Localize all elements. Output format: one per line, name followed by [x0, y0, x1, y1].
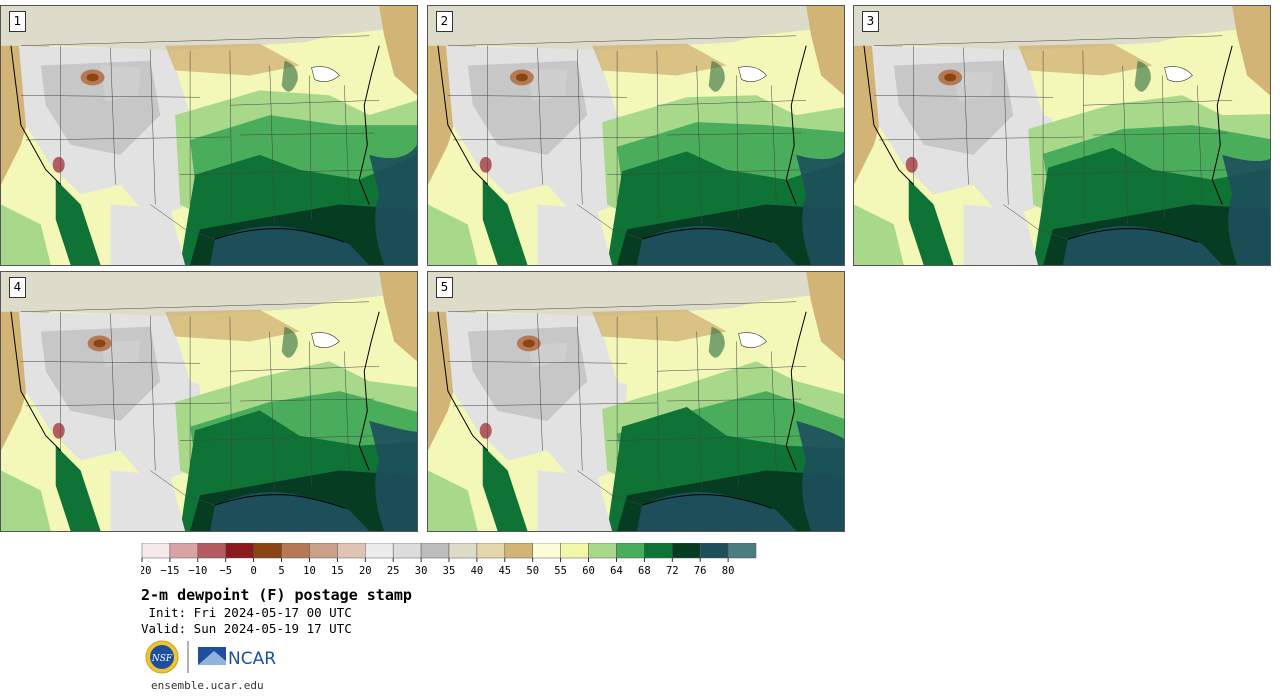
ncar-logo-text: NCAR [228, 649, 276, 669]
dewpoint-map [428, 272, 844, 531]
colorbar: −20 −15 −10 −5 0 5 10 15 20 25 30 35 40 45 50 55 60 64 68 7… [141, 543, 757, 577]
colorbar-swatch [365, 543, 394, 559]
nsf-logo-text: NSF [151, 654, 173, 664]
colorbar-tick-label: 10 [303, 565, 316, 577]
dewpoint-map [1, 6, 417, 265]
colorbar-tick-label: −5 [219, 565, 232, 577]
colorbar-swatch [169, 543, 199, 559]
colorbar-swatch [699, 543, 729, 559]
colorbar-swatch [225, 543, 254, 559]
colorbar-tick-label: 55 [554, 565, 567, 577]
colorbar-swatch [309, 543, 338, 559]
colorbar-swatch [253, 543, 282, 559]
colorbar-tick-label: 76 [694, 565, 707, 577]
site-url: ensemble.ucar.edu [151, 679, 264, 692]
dewpoint-map [1, 272, 417, 531]
colorbar-tick-label: 68 [638, 565, 651, 577]
member-map-panel: 4 [0, 271, 418, 532]
panel-number-label: 1 [9, 11, 26, 32]
ncar-logo-icon: NCAR [198, 647, 276, 669]
valid-time: Valid: Sun 2024-05-19 17 UTC [141, 621, 352, 636]
colorbar-swatch [448, 543, 478, 559]
colorbar-tick-label: 45 [498, 565, 511, 577]
colorbar-tick-label: −15 [160, 565, 179, 577]
logos: NSF NCAR [145, 640, 276, 674]
colorbar-swatch [672, 543, 701, 559]
colorbar-swatch [197, 543, 226, 559]
nsf-logo-icon: NSF [145, 640, 179, 674]
colorbar-tick-label: 60 [582, 565, 595, 577]
colorbar-tick-label: 5 [278, 565, 284, 577]
colorbar-swatch [644, 543, 673, 559]
colorbar-tick-label: −20 [141, 565, 151, 577]
member-map-panel: 1 [0, 5, 418, 266]
colorbar-swatch [392, 543, 422, 559]
colorbar-tick-label: 25 [387, 565, 400, 577]
panel-number-label: 2 [436, 11, 453, 32]
panel-number-label: 5 [436, 277, 453, 298]
colorbar-swatch [616, 543, 645, 559]
member-map-panel: 3 [853, 5, 1271, 266]
init-time: Init: Fri 2024-05-17 00 UTC [141, 605, 352, 620]
colorbar-swatch [560, 543, 589, 559]
colorbar-swatch [420, 543, 450, 559]
colorbar-swatch [727, 543, 757, 559]
colorbar-swatch [141, 543, 171, 559]
colorbar-tick-label: −10 [188, 565, 207, 577]
colorbar-swatch [588, 543, 617, 559]
member-map-panel: 5 [427, 271, 845, 532]
dewpoint-map [428, 6, 844, 265]
colorbar-tick-label: 80 [722, 565, 735, 577]
colorbar-tick-label: 15 [331, 565, 344, 577]
colorbar-swatch [337, 543, 366, 559]
colorbar-tick-label: 20 [359, 565, 372, 577]
colorbar-tick-label: 72 [666, 565, 679, 577]
dewpoint-map [854, 6, 1270, 265]
panel-number-label: 3 [862, 11, 879, 32]
colorbar-swatch [281, 543, 310, 559]
colorbar-tick-label: 50 [526, 565, 539, 577]
colorbar-swatch [532, 543, 561, 559]
colorbar-swatch [504, 543, 533, 559]
colorbar-tick-label: 35 [443, 565, 456, 577]
member-map-panel: 2 [427, 5, 845, 266]
colorbar-tick-label: 64 [610, 565, 623, 577]
colorbar-swatch [476, 543, 506, 559]
panel-number-label: 4 [9, 277, 26, 298]
colorbar-tick-label: 30 [415, 565, 428, 577]
colorbar-tick-label: 0 [250, 565, 256, 577]
figure-title: 2-m dewpoint (F) postage stamp [141, 586, 412, 604]
colorbar-tick-label: 40 [471, 565, 484, 577]
